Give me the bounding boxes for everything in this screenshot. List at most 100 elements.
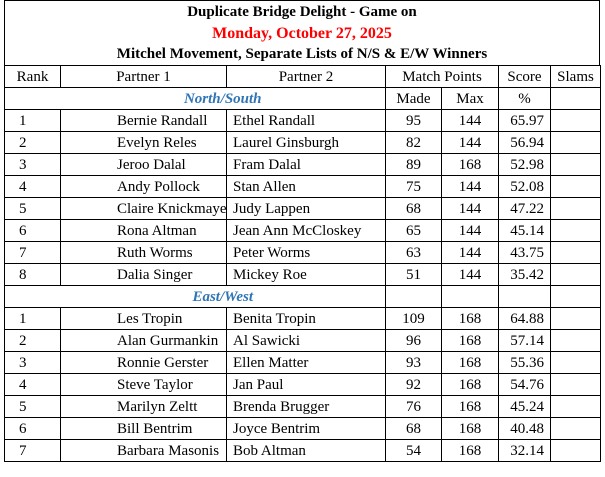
max-cell: 168: [441, 307, 499, 330]
max-cell: 144: [441, 219, 499, 242]
partner2-cell: Laurel Ginsburgh: [226, 131, 386, 154]
max-cell: 168: [441, 373, 499, 396]
partner2-cell: Mickey Roe: [226, 263, 386, 286]
score-cell: 65.97: [498, 109, 551, 132]
partner1-cell: Barbara Masonis: [60, 439, 227, 462]
score-cell: 55.36: [498, 351, 551, 374]
max-cell: 168: [441, 439, 499, 462]
table-row: 6 Bill Bentrim Joyce Bentrim 68 168 40.48: [4, 417, 601, 440]
partner1-cell: Marilyn Zeltt: [60, 395, 227, 418]
section-spacer: [4, 285, 61, 308]
max-cell: 144: [441, 263, 499, 286]
made-cell: 68: [385, 417, 442, 440]
partner2-cell: Ethel Randall: [226, 109, 386, 132]
partner1-cell: Claire Knickmayer: [60, 197, 227, 220]
table-row: 8 Dalia Singer Mickey Roe 51 144 35.42: [4, 263, 601, 286]
max-cell: 168: [441, 395, 499, 418]
score-cell: 45.14: [498, 219, 551, 242]
made-cell: 54: [385, 439, 442, 462]
table-row: 5 Claire Knickmayer Judy Lappen 68 144 47.22: [4, 197, 601, 220]
rank-cell: 1: [4, 307, 61, 330]
partner1-cell: Evelyn Reles: [60, 131, 227, 154]
rank-cell: 5: [4, 197, 61, 220]
table-row: 7 Ruth Worms Peter Worms 63 144 43.75: [4, 241, 601, 264]
percent-header: %: [498, 87, 551, 110]
partner2-cell: Brenda Brugger: [226, 395, 386, 418]
partner2-cell: Jan Paul: [226, 373, 386, 396]
partner2-cell: Al Sawicki: [226, 329, 386, 352]
partner2-cell: Judy Lappen: [226, 197, 386, 220]
made-cell: 95: [385, 109, 442, 132]
section-title: East/West: [60, 285, 386, 308]
score-cell: 64.88: [498, 307, 551, 330]
made-cell: 109: [385, 307, 442, 330]
max-cell: 144: [441, 241, 499, 264]
percent-header: [498, 285, 551, 308]
match-points-header: Match Points: [385, 65, 499, 88]
score-cell: 52.98: [498, 153, 551, 176]
partner1-cell: Bernie Randall: [60, 109, 227, 132]
score-cell: 40.48: [498, 417, 551, 440]
made-header: [385, 285, 442, 308]
rank-cell: 2: [4, 329, 61, 352]
rank-header: Rank: [4, 65, 61, 88]
made-cell: 63: [385, 241, 442, 264]
table-row: 5 Marilyn Zeltt Brenda Brugger 76 168 45.24: [4, 395, 601, 418]
score-cell: 35.42: [498, 263, 551, 286]
rank-cell: 1: [4, 109, 61, 132]
partner2-cell: Joyce Bentrim: [226, 417, 386, 440]
partner2-cell: Benita Tropin: [226, 307, 386, 330]
slams-cell: [550, 87, 601, 110]
game-title: Duplicate Bridge Delight - Game on: [187, 4, 417, 20]
table-row: 4 Steve Taylor Jan Paul 92 168 54.76: [4, 373, 601, 396]
partner1-cell: Andy Pollock: [60, 175, 227, 198]
score-cell: 56.94: [498, 131, 551, 154]
partner2-cell: Stan Allen: [226, 175, 386, 198]
rank-cell: 5: [4, 395, 61, 418]
made-cell: 75: [385, 175, 442, 198]
table-row: 6 Rona Altman Jean Ann McCloskey 65 144 45.14: [4, 219, 601, 242]
made-cell: 93: [385, 351, 442, 374]
score-cell: 45.24: [498, 395, 551, 418]
rank-cell: 3: [4, 351, 61, 374]
score-cell: 43.75: [498, 241, 551, 264]
partner1-cell: Les Tropin: [60, 307, 227, 330]
partner2-cell: Ellen Matter: [226, 351, 386, 374]
made-cell: 65: [385, 219, 442, 242]
partner1-cell: Ruth Worms: [60, 241, 227, 264]
slams-cell: [550, 131, 601, 154]
made-cell: 76: [385, 395, 442, 418]
section-row: North/South Made Max%: [4, 87, 601, 110]
partner1-cell: Ronnie Gerster: [60, 351, 227, 374]
max-cell: 144: [441, 175, 499, 198]
table-row: 3 Jeroo Dalal Fram Dalal 89 168 52.98: [4, 153, 601, 176]
partner1-cell: Steve Taylor: [60, 373, 227, 396]
partner2-cell: Peter Worms: [226, 241, 386, 264]
made-cell: 96: [385, 329, 442, 352]
made-cell: 51: [385, 263, 442, 286]
slams-cell: [550, 109, 601, 132]
partner1-header: Partner 1: [60, 65, 227, 88]
rank-cell: 8: [4, 263, 61, 286]
max-cell: 168: [441, 351, 499, 374]
slams-cell: [550, 153, 601, 176]
partner1-cell: Dalia Singer: [60, 263, 227, 286]
max-header: Max: [441, 87, 499, 110]
table-row: 2 Evelyn Reles Laurel Ginsburgh 82 144 56.94: [4, 131, 601, 154]
made-cell: 89: [385, 153, 442, 176]
max-header: [441, 285, 499, 308]
table-row: 7 Barbara Masonis Bob Altman 54 168 32.14: [4, 439, 601, 462]
partner2-cell: Bob Altman: [226, 439, 386, 462]
partner1-cell: Alan Gurmankin: [60, 329, 227, 352]
slams-header: Slams: [550, 65, 601, 88]
slams-cell: [550, 263, 601, 286]
partner2-header: Partner 2: [226, 65, 386, 88]
max-cell: 144: [441, 109, 499, 132]
max-cell: 144: [441, 131, 499, 154]
partner1-cell: Bill Bentrim: [60, 417, 227, 440]
slams-cell: [550, 417, 601, 440]
made-header: Made: [385, 87, 442, 110]
slams-cell: [550, 307, 601, 330]
made-cell: 82: [385, 131, 442, 154]
score-cell: 32.14: [498, 439, 551, 462]
